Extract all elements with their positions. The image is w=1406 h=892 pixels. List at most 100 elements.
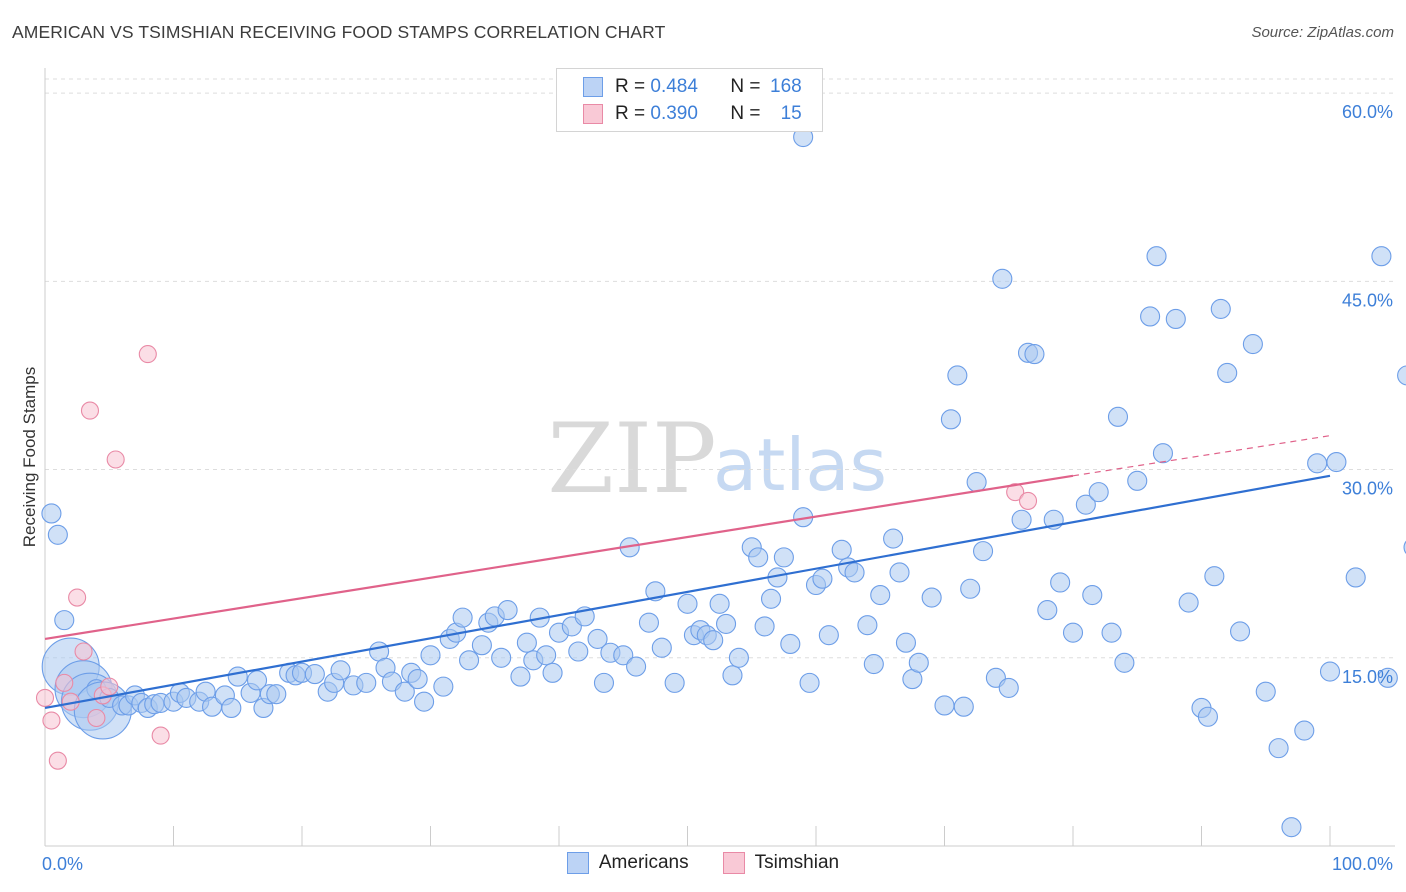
legend-row-tsimshian: R = 0.390 N = 15: [583, 103, 802, 125]
watermark-zip: ZIP: [547, 403, 716, 515]
y-tick-label: 60.0%: [1342, 102, 1393, 122]
americans-point: [471, 635, 492, 656]
x-tick-label: 0.0%: [42, 854, 83, 874]
tsimshian-point: [100, 677, 119, 696]
americans-point: [715, 613, 737, 634]
trend-lines: [44, 435, 1331, 710]
americans-point: [1165, 308, 1186, 330]
americans-point: [1082, 584, 1103, 606]
americans-point: [304, 664, 325, 685]
americans-point: [568, 641, 589, 662]
americans-point: [1011, 509, 1032, 530]
americans-point: [626, 656, 647, 677]
americans-point: [709, 593, 730, 614]
americans-point: [773, 547, 794, 568]
americans-point: [1268, 738, 1289, 759]
tsimshian-point: [68, 588, 87, 607]
americans-point: [754, 616, 775, 637]
legend-n-label: N =: [730, 103, 766, 124]
americans-point: [1281, 817, 1302, 838]
legend-item-americans: Americans: [566, 852, 689, 874]
americans-point: [883, 528, 904, 549]
grid: [45, 78, 1395, 659]
americans-point: [1114, 652, 1135, 673]
americans-point: [889, 562, 910, 583]
legend-n-value: 15: [780, 103, 802, 124]
americans-point: [613, 645, 634, 666]
americans-point: [780, 633, 801, 655]
americans-point: [394, 681, 415, 702]
americans-point: [407, 669, 428, 690]
americans-point: [1050, 572, 1071, 593]
americans-point: [1062, 622, 1084, 643]
americans-point: [1242, 334, 1263, 355]
americans-point: [998, 677, 1019, 698]
tsimshian-point: [106, 450, 125, 469]
americans-point: [1326, 451, 1347, 473]
tsimshian-point: [80, 401, 100, 420]
americans-point: [1101, 622, 1122, 643]
americans-point: [1088, 482, 1109, 503]
americans-point: [677, 593, 698, 614]
americans-point: [1307, 453, 1328, 474]
americans-point: [356, 672, 377, 693]
tsimshian-point: [55, 673, 74, 692]
series-legend: Americans Tsimshian: [0, 852, 1406, 874]
americans-point: [1197, 706, 1218, 727]
tsimshian-point: [42, 711, 61, 730]
americans-point: [1152, 443, 1173, 464]
legend-r-label: R =: [615, 76, 651, 97]
americans-point: [1230, 621, 1251, 642]
y-tick-label: 15.0%: [1342, 667, 1393, 687]
watermark: ZIP atlas: [547, 403, 887, 515]
y-tick-label: 30.0%: [1342, 479, 1393, 499]
americans-point: [863, 653, 884, 675]
legend-n-value: 168: [770, 76, 802, 97]
americans-point: [972, 541, 994, 562]
americans-point: [703, 630, 724, 651]
americans-point: [1319, 661, 1341, 682]
tsimshian-swatch: [583, 104, 603, 124]
americans-point: [1024, 344, 1045, 365]
americans-point: [246, 670, 268, 691]
americans-point: [47, 524, 68, 545]
americans-point: [748, 547, 769, 568]
americans-point: [722, 665, 743, 686]
americans-point: [227, 666, 248, 687]
legend-r-value: 0.484: [650, 76, 698, 97]
americans-point: [1217, 362, 1238, 383]
tick-labels: 15.0% 30.0% 45.0% 60.0% 0.0% 100.0%: [42, 102, 1393, 874]
legend-r-label: R =: [615, 103, 651, 124]
axes: [44, 68, 1395, 847]
americans-point: [966, 472, 987, 493]
americans-swatch: [583, 77, 603, 97]
tsimshian-point: [35, 688, 55, 707]
americans-point: [414, 691, 435, 712]
americans-point: [760, 588, 782, 609]
americans-point: [799, 672, 820, 693]
americans-point: [593, 672, 615, 693]
americans-point: [1294, 720, 1315, 741]
americans-point: [921, 587, 942, 608]
x-tick-label: 100.0%: [1332, 854, 1393, 874]
tsimshian-point: [1018, 491, 1038, 510]
legend-row-americans: R = 0.484 N = 168: [583, 76, 802, 98]
americans-point: [1107, 406, 1129, 427]
americans-point: [728, 647, 749, 668]
correlation-legend: R = 0.484 N = 168 R = 0.390 N = 15: [556, 68, 823, 132]
americans-point: [587, 628, 608, 650]
americans-point: [491, 647, 512, 668]
americans-point: [1397, 365, 1406, 386]
americans-point: [940, 409, 961, 430]
americans-point: [1204, 566, 1225, 587]
legend-n-label: N =: [730, 76, 766, 97]
americans-point: [818, 625, 839, 646]
americans-point: [516, 632, 537, 653]
y-tick-label: 45.0%: [1342, 290, 1393, 310]
y-axis-label: Receiving Food Stamps: [20, 366, 39, 548]
americans-point: [960, 578, 981, 599]
americans-point: [536, 645, 557, 666]
americans-point: [857, 615, 878, 636]
americans-point: [831, 539, 852, 560]
